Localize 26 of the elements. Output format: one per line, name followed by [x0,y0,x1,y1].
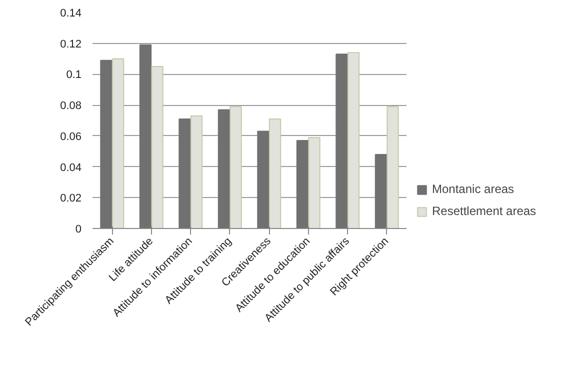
y-tick-label: 0.12 [60,38,82,50]
bar [112,58,124,228]
bar [386,106,399,228]
bar [296,140,309,228]
y-tick-label: 0.06 [60,130,82,143]
bar [218,109,230,228]
bar [178,118,191,228]
bar [374,154,388,228]
bar [151,66,164,228]
legend-label: Montanic areas [432,182,514,196]
bar [100,60,112,228]
bar [347,52,360,228]
legend-label: Resettlement areas [432,204,536,218]
y-tick-label: 0.08 [60,100,82,112]
bar [257,130,270,228]
bar [308,136,320,228]
bar [230,106,242,228]
bar [190,115,203,228]
y-tick-label: 0.1 [66,69,82,82]
y-tick-label: 0 [75,224,82,236]
y-tick-label: 0.04 [60,162,82,174]
bar [268,118,282,228]
y-tick-label: 0.14 [60,8,82,20]
bar [336,54,348,228]
bar [139,44,152,228]
y-tick-label: 0.02 [60,192,82,205]
